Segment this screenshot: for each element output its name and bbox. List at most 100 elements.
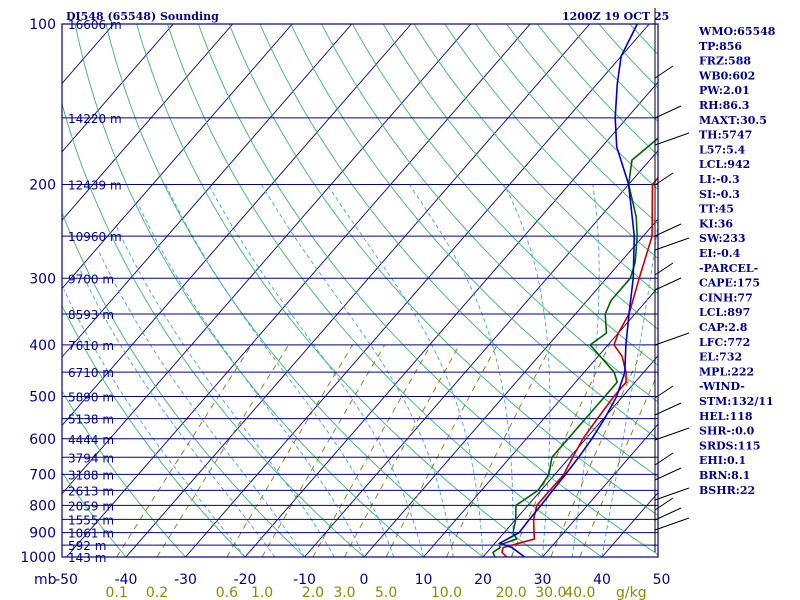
index-item: PW:2.01: [699, 84, 750, 97]
wind-barb: [654, 385, 674, 399]
isotherm-line: [542, 423, 658, 558]
height-label: 5890 m: [68, 391, 114, 405]
isotherm-line: [482, 355, 658, 558]
mixing-ratio-tick-label: 10.0: [431, 585, 462, 600]
height-label: 16606 m: [68, 18, 122, 32]
index-item: FRZ:588: [699, 55, 751, 68]
isotherm-line: [62, 24, 412, 427]
temperature-tick-label: 50: [653, 572, 671, 588]
temperature-tick-label: 30: [534, 572, 552, 588]
index-item: CAPE:175: [699, 277, 760, 290]
mixing-ratio-tick-label: 30.0: [535, 585, 566, 600]
wind-barb: [654, 517, 690, 531]
height-label: 7610 m: [68, 339, 114, 353]
moist-adiabat-line: [261, 184, 454, 558]
moist-adiabat-line: [63, 289, 246, 558]
isotherm-line: [304, 149, 658, 558]
pressure-tick-label: 200: [29, 177, 56, 193]
height-label: 3188 m: [68, 468, 114, 482]
dry-adiabat-line: [74, 24, 424, 558]
height-label: 592 m: [68, 539, 106, 553]
mixing-ratio-tick-label: 2.0: [302, 585, 324, 600]
wind-barb: [654, 223, 682, 237]
pressure-tick-label: 800: [29, 498, 56, 514]
temperature-tick-label: 40: [593, 572, 611, 588]
pressure-axis: 100 200 300 400 500 600 700 800 900 1000: [20, 17, 56, 566]
moist-adiabat-line: [97, 249, 305, 558]
index-item: CAP:2.8: [699, 321, 748, 334]
height-label: 10960 m: [68, 230, 122, 244]
mixing-ratio-tick-label: 1.0: [251, 585, 273, 600]
mixing-ratio-tick-label: 0.2: [146, 585, 168, 600]
wind-barb: [654, 487, 690, 501]
pressure-tick-label: 1000: [20, 550, 56, 566]
dry-adiabat-line: [62, 211, 305, 558]
index-item: WB0:602: [698, 69, 755, 82]
wind-barb: [654, 65, 674, 79]
mixing-ratio-unit-label: g/kg: [616, 585, 647, 600]
moist-adiabat-line: [326, 184, 484, 558]
pressure-tick-label: 600: [29, 432, 56, 448]
height-label: 14220 m: [68, 112, 122, 126]
wind-barb: [654, 497, 674, 511]
index-item: SHR-:0.0: [699, 425, 755, 438]
mixing-ratio-tick-label: 5.0: [375, 585, 397, 600]
temperature-tick-label: 0: [360, 572, 369, 588]
index-item: LFC:772: [699, 336, 750, 349]
mixing-ratio-line: [226, 344, 353, 558]
temperature-tick-label: -30: [174, 572, 197, 588]
index-item: LCL:942: [699, 158, 750, 171]
dry-adiabat-line: [567, 24, 658, 123]
isotherm-line: [62, 24, 234, 221]
index-item: TH:5747: [699, 129, 752, 142]
temperature-tick-label: -20: [234, 572, 257, 588]
index-item: SW:233: [699, 232, 746, 245]
height-label: 8593 m: [68, 308, 114, 322]
index-item: WMO:65548: [698, 25, 776, 38]
pressure-tick-label: 400: [29, 338, 56, 354]
temperature-tick-label: 20: [474, 572, 492, 588]
index-item: EI:-0.4: [699, 247, 741, 260]
mixing-ratio-line: [261, 344, 386, 558]
chart-series: [492, 24, 658, 558]
pressure-tick-label: 100: [29, 17, 56, 33]
wind-barb: [654, 172, 674, 186]
isotherm-line: [185, 24, 650, 558]
moist-adiabat-line: [208, 184, 424, 558]
sounding-time: 1200Z 19 OCT 25: [562, 10, 669, 23]
height-label: 9700 m: [68, 272, 114, 286]
mixing-ratio-tick-label: 40.0: [564, 585, 595, 600]
index-item: BSHR:22: [699, 484, 755, 497]
height-label: 143 m: [68, 551, 106, 565]
index-item: TT:45: [699, 203, 734, 216]
index-item: EL:732: [699, 351, 742, 364]
height-label: 12439 m: [68, 178, 122, 192]
moist-adiabat-line: [116, 226, 335, 558]
temperature-tick-label: -10: [293, 572, 316, 588]
index-item: KI:36: [699, 217, 733, 230]
mixing-ratio-line: [445, 344, 552, 558]
height-labels: 16606 m 14220 m 12439 m 10960 m 9700 m 8593 m…: [68, 18, 122, 565]
temperature-tick-label: -40: [115, 572, 138, 588]
temperature-axis: mb-50 -40 -30 -20 -10 0 10 20 30 40 50: [34, 572, 670, 588]
temperature-tick-label: -50: [55, 572, 78, 588]
mixing-ratio-tick-label: 3.0: [333, 585, 355, 600]
index-item: MPL:222: [699, 365, 754, 378]
mixing-ratio-line: [550, 344, 646, 558]
wind-barb: [654, 332, 690, 346]
height-label: 4444 m: [68, 433, 114, 447]
mixing-ratio-tick-label: 0.1: [105, 585, 127, 600]
mixing-ratio-axis: 0.1 0.2 0.6 1.0 2.0 3.0 5.0 10.0 20.0 30.040.0 g/k…: [105, 585, 646, 600]
wind-barb: [654, 105, 682, 119]
height-label: 2059 m: [68, 499, 114, 513]
index-item: BRN:8.1: [699, 469, 750, 482]
moist-adiabat-line: [503, 184, 551, 558]
wind-barb: [654, 277, 682, 291]
temperature-tick-label: 10: [415, 572, 433, 588]
dry-adiabat-line: [228, 24, 658, 516]
moist-adiabat-line: [601, 219, 658, 558]
isotherm-line: [62, 24, 472, 495]
pressure-tick-label: 300: [29, 271, 56, 287]
pressure-tick-label: 700: [29, 467, 56, 483]
wind-barb: [654, 237, 690, 251]
